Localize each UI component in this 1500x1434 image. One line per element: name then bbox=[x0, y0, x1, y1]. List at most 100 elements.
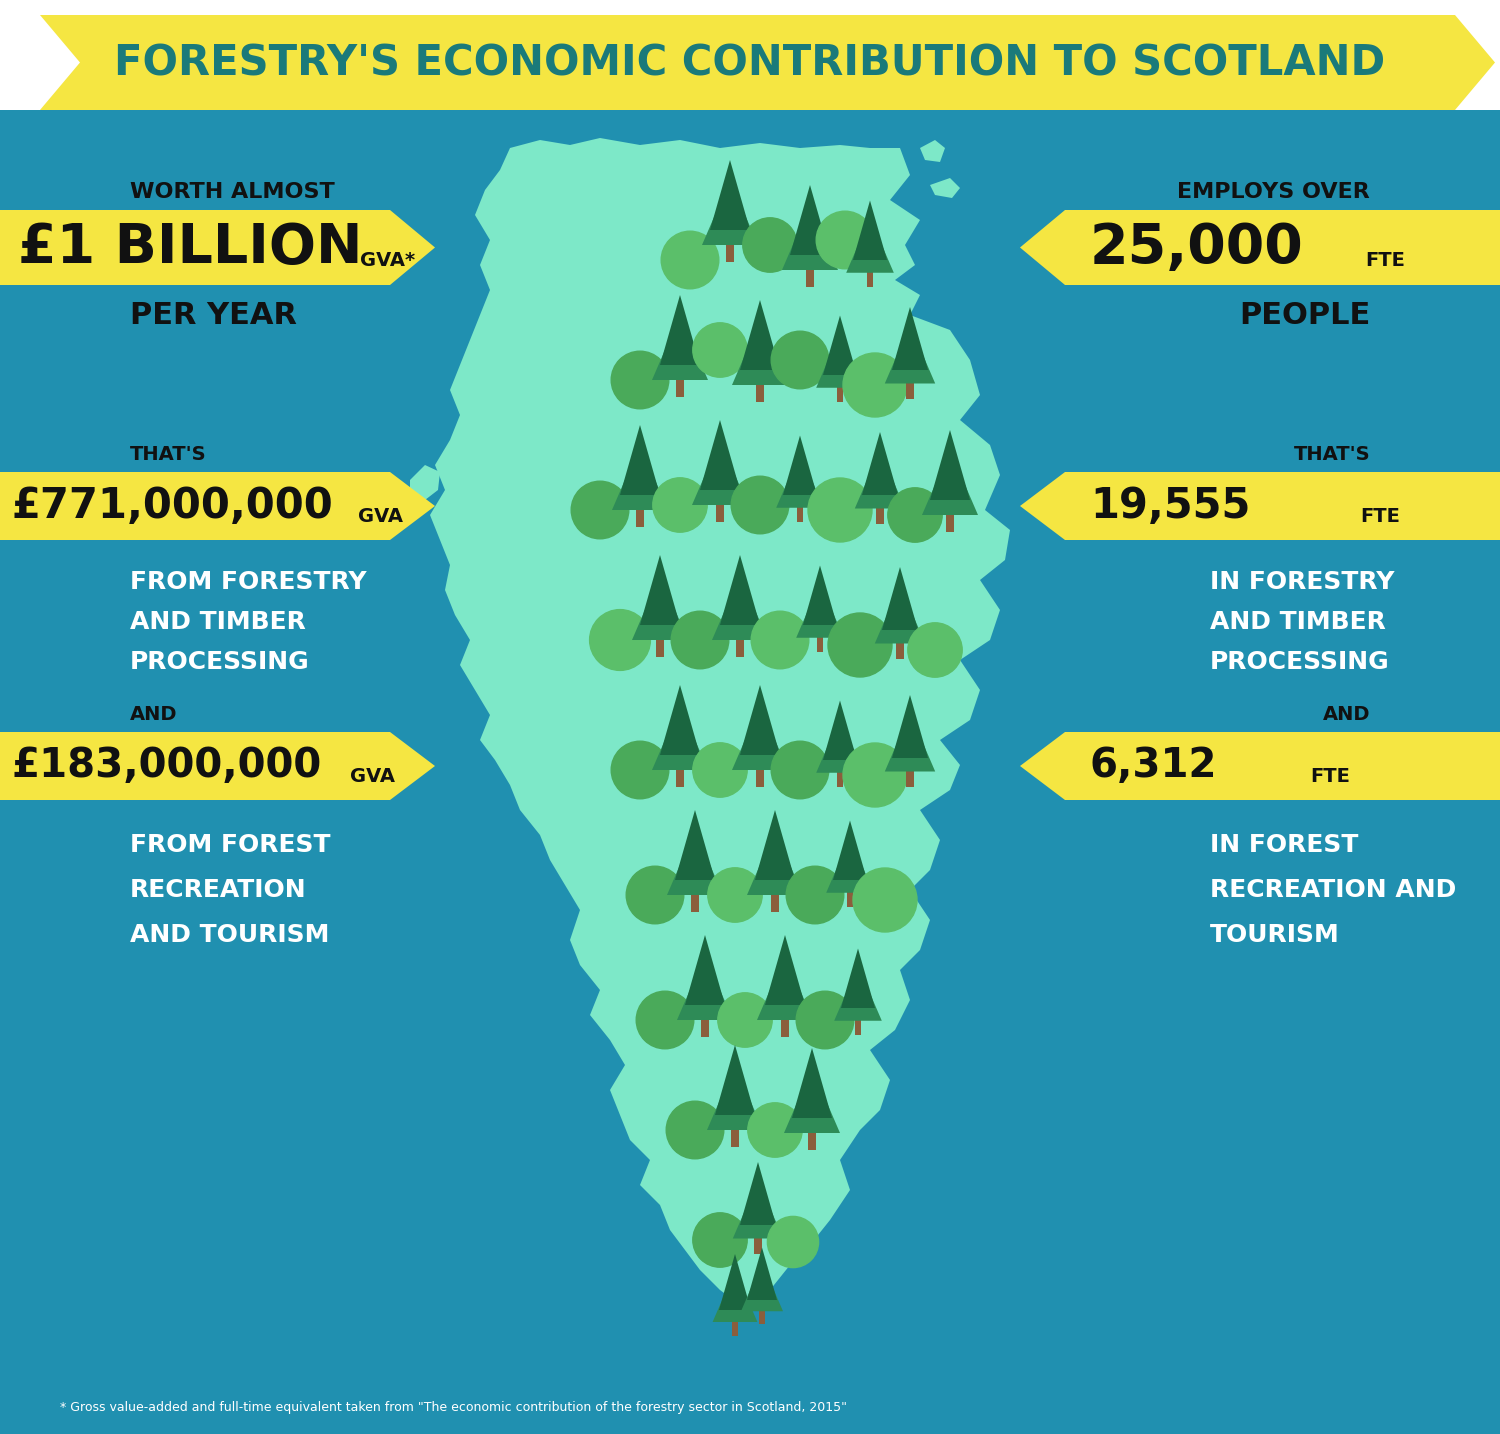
Bar bbox=[870, 780, 880, 804]
Polygon shape bbox=[620, 424, 660, 495]
Polygon shape bbox=[874, 585, 926, 644]
Circle shape bbox=[853, 868, 916, 932]
Text: £771,000,000: £771,000,000 bbox=[12, 485, 333, 528]
Bar bbox=[615, 645, 624, 668]
Text: PEOPLE: PEOPLE bbox=[1239, 301, 1370, 330]
Circle shape bbox=[843, 353, 908, 417]
Bar bbox=[692, 891, 699, 912]
Polygon shape bbox=[892, 307, 928, 370]
Text: GVA: GVA bbox=[358, 506, 404, 525]
Text: £183,000,000: £183,000,000 bbox=[12, 746, 322, 786]
Bar bbox=[656, 635, 664, 657]
Bar bbox=[880, 905, 890, 931]
Bar bbox=[808, 1129, 816, 1150]
Polygon shape bbox=[885, 326, 934, 383]
Polygon shape bbox=[430, 138, 1010, 1311]
Polygon shape bbox=[410, 465, 440, 500]
Polygon shape bbox=[792, 1048, 832, 1119]
Circle shape bbox=[816, 211, 874, 268]
Polygon shape bbox=[740, 300, 780, 370]
Circle shape bbox=[718, 992, 772, 1047]
Bar bbox=[837, 383, 843, 402]
Text: RECREATION AND: RECREATION AND bbox=[1210, 878, 1456, 902]
Polygon shape bbox=[892, 695, 928, 759]
Bar bbox=[759, 1308, 765, 1324]
Polygon shape bbox=[675, 810, 716, 880]
Polygon shape bbox=[660, 295, 700, 366]
Polygon shape bbox=[718, 1253, 752, 1311]
Bar bbox=[696, 644, 705, 667]
Circle shape bbox=[843, 743, 908, 807]
Bar bbox=[686, 264, 694, 287]
Bar bbox=[795, 774, 804, 797]
Bar bbox=[675, 509, 684, 531]
Polygon shape bbox=[796, 582, 844, 638]
Circle shape bbox=[708, 868, 762, 922]
Polygon shape bbox=[734, 1180, 783, 1239]
Polygon shape bbox=[686, 935, 724, 1005]
Text: FORESTRY'S ECONOMIC CONTRIBUTION TO SCOTLAND: FORESTRY'S ECONOMIC CONTRIBUTION TO SCOT… bbox=[114, 42, 1386, 85]
Text: AND: AND bbox=[1323, 706, 1370, 724]
Circle shape bbox=[742, 218, 796, 272]
Bar bbox=[754, 1235, 762, 1253]
Bar bbox=[756, 509, 765, 532]
Polygon shape bbox=[783, 436, 818, 495]
Circle shape bbox=[626, 866, 684, 923]
Polygon shape bbox=[732, 706, 788, 770]
Circle shape bbox=[771, 331, 830, 389]
Bar bbox=[795, 364, 804, 387]
Circle shape bbox=[590, 609, 651, 671]
Bar bbox=[846, 889, 853, 908]
Text: FTE: FTE bbox=[1310, 767, 1350, 786]
Bar bbox=[836, 515, 844, 541]
Polygon shape bbox=[720, 555, 760, 625]
Circle shape bbox=[610, 741, 669, 799]
Circle shape bbox=[748, 1103, 802, 1157]
Circle shape bbox=[693, 743, 747, 797]
Polygon shape bbox=[824, 315, 856, 376]
Polygon shape bbox=[765, 935, 806, 1005]
Bar bbox=[726, 239, 734, 262]
Bar bbox=[897, 640, 903, 658]
Text: FROM FORESTRY: FROM FORESTRY bbox=[130, 569, 366, 594]
Bar bbox=[906, 767, 914, 787]
Circle shape bbox=[888, 488, 942, 542]
Bar bbox=[716, 774, 724, 796]
Text: PER YEAR: PER YEAR bbox=[130, 301, 297, 330]
Circle shape bbox=[752, 611, 808, 668]
Text: THAT'S: THAT'S bbox=[1293, 446, 1370, 465]
Bar bbox=[876, 503, 884, 523]
Text: WORTH ALMOST: WORTH ALMOST bbox=[130, 182, 334, 202]
Polygon shape bbox=[676, 955, 734, 1020]
Circle shape bbox=[610, 351, 669, 409]
Bar bbox=[910, 519, 920, 541]
Polygon shape bbox=[632, 575, 688, 640]
Polygon shape bbox=[740, 685, 780, 754]
Text: IN FOREST: IN FOREST bbox=[1210, 833, 1359, 858]
Circle shape bbox=[662, 231, 718, 288]
Polygon shape bbox=[816, 717, 864, 773]
Text: 6,312: 6,312 bbox=[1090, 746, 1218, 786]
Bar bbox=[741, 1024, 750, 1045]
Polygon shape bbox=[740, 1162, 776, 1225]
Text: RECREATION: RECREATION bbox=[130, 878, 306, 902]
Circle shape bbox=[828, 612, 892, 677]
Circle shape bbox=[652, 478, 706, 532]
Text: * Gross value-added and full-time equivalent taken from "The economic contributi: * Gross value-added and full-time equiva… bbox=[60, 1401, 847, 1414]
Bar bbox=[796, 503, 804, 522]
Circle shape bbox=[771, 741, 830, 799]
Bar bbox=[676, 376, 684, 397]
Bar bbox=[855, 1017, 861, 1035]
Polygon shape bbox=[0, 209, 435, 285]
Polygon shape bbox=[862, 432, 898, 495]
Circle shape bbox=[666, 1101, 724, 1159]
Bar bbox=[806, 265, 814, 287]
Bar bbox=[636, 774, 645, 797]
Text: TOURISM: TOURISM bbox=[1210, 923, 1340, 946]
Bar bbox=[810, 899, 819, 922]
Polygon shape bbox=[741, 1262, 783, 1311]
Polygon shape bbox=[922, 450, 978, 515]
Circle shape bbox=[768, 1216, 819, 1268]
Polygon shape bbox=[790, 185, 830, 255]
Polygon shape bbox=[1020, 731, 1500, 800]
